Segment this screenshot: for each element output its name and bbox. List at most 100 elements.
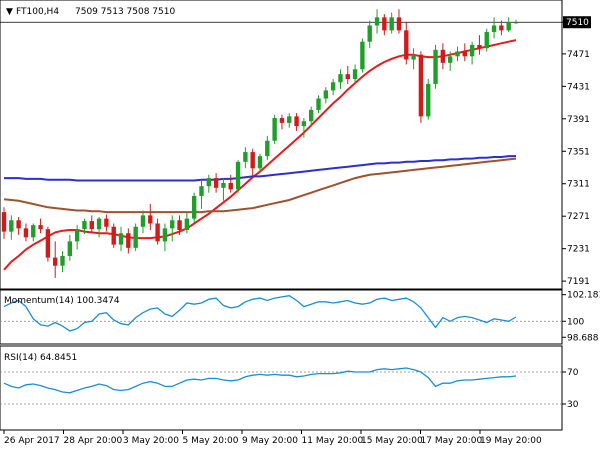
candle-body (235, 161, 241, 190)
candle-body (287, 116, 292, 123)
candle-body (389, 17, 394, 31)
candle-body (140, 215, 146, 227)
symbol-header: FT100,H4 (16, 7, 59, 17)
momentum-tick-label: 100 (567, 317, 584, 327)
candle-body (316, 98, 321, 110)
candle-body (455, 51, 460, 57)
yaxis-tick-label: 7231 (567, 245, 590, 255)
candle-body (250, 152, 255, 169)
candle-body (301, 121, 307, 127)
candle-body (177, 220, 182, 230)
candle-body (118, 233, 124, 245)
candle-body (265, 140, 270, 157)
candle-body (506, 23, 511, 31)
candle-body (31, 225, 36, 238)
candle-body (23, 228, 29, 238)
rsi-panel-frame (0, 345, 563, 431)
candle-body (309, 109, 314, 122)
candle-body (96, 218, 102, 230)
momentum-plot (0, 295, 562, 332)
candle-body (155, 223, 160, 242)
main-panel-frame (0, 0, 563, 290)
candle-body (133, 226, 138, 248)
candle-body (53, 257, 58, 266)
yaxis-tick-label: 7311 (567, 180, 590, 190)
rsi-line (3, 367, 517, 394)
yaxis-tick-label: 7351 (567, 147, 590, 157)
candle-body (469, 44, 475, 57)
yaxis-tick-label: 7431 (567, 82, 590, 92)
xaxis-tick-label: 11 May 20:00 (302, 436, 364, 446)
sma-slow-line (3, 157, 517, 214)
candle-body (294, 116, 299, 127)
current-price-badge (563, 16, 591, 29)
candle-body (170, 220, 175, 229)
ohlc-values: 7509 7513 7508 7510 (75, 7, 175, 17)
xaxis-tick-label: 5 May 20:00 (183, 436, 239, 446)
candle-body (38, 225, 43, 230)
candle-body (82, 221, 87, 230)
candle-body (74, 229, 80, 242)
candle-body (374, 17, 380, 26)
candle-body (272, 118, 277, 141)
candle-body (67, 241, 73, 256)
candle-body (257, 156, 263, 169)
current-price-value: 7510 (566, 18, 589, 28)
candle-body (396, 17, 402, 31)
xaxis-tick-label: 17 May 20:00 (421, 436, 483, 446)
candle-body (418, 54, 424, 117)
rsi-tick-label: 30 (567, 400, 579, 410)
collapse-triangle-icon[interactable]: ▼ (6, 7, 13, 17)
candle-body (126, 233, 131, 248)
yaxis-tick-label: 7191 (567, 277, 590, 287)
candle-body (404, 30, 409, 60)
candle-body (484, 31, 489, 49)
candle-body (184, 218, 190, 230)
momentum-tick-label: 102.1816 (567, 291, 600, 301)
candle-body (221, 182, 226, 188)
candle-body (462, 51, 467, 57)
candle-body (89, 221, 94, 230)
xaxis-tick-label: 19 May 20:00 (480, 436, 542, 446)
candle-body (162, 228, 168, 242)
candle-body (228, 182, 233, 190)
candle-body (45, 229, 51, 258)
candle-body (9, 220, 14, 232)
momentum-label: Momentum(14) 100.3474 (4, 296, 120, 306)
candle-body (206, 178, 211, 187)
candle-body (111, 226, 116, 245)
candle-body (426, 83, 431, 117)
candle-body (16, 220, 21, 229)
candle-body (1, 212, 7, 232)
yaxis-tick-label: 7391 (567, 115, 590, 125)
candle-body (440, 49, 446, 63)
momentum-tick-label: 98.688 (567, 333, 599, 343)
sma-mid-line (4, 155, 516, 182)
candle-body (477, 44, 482, 49)
candle-body (279, 118, 285, 123)
main-price-plot (0, 9, 562, 278)
candle-body (352, 69, 358, 80)
candle-body (513, 22, 519, 24)
candle-body (447, 56, 453, 63)
candle-body (191, 195, 197, 219)
axis-labels: 7471 7431 7391 7351 7311 7271 7231 7191 7510 102.… (3, 16, 600, 446)
candle-body (330, 82, 336, 91)
xaxis-tick-label: 26 Apr 2017 (4, 436, 60, 446)
candle-body (104, 218, 109, 227)
xaxis-tick-label: 28 Apr 20:00 (64, 436, 123, 446)
yaxis-tick-label: 7271 (567, 212, 590, 222)
xaxis-tick-label: 9 May 20:00 (242, 436, 298, 446)
candle-body (148, 215, 153, 224)
candle-body (60, 255, 65, 266)
xaxis-tick-label: 15 May 20:00 (361, 436, 423, 446)
candle-body (323, 90, 329, 99)
candle-body (345, 74, 350, 80)
candle-body (491, 25, 497, 32)
candle-body (499, 25, 504, 31)
candle-body (338, 74, 343, 83)
candle-body (367, 25, 372, 42)
candle-body (360, 41, 365, 70)
